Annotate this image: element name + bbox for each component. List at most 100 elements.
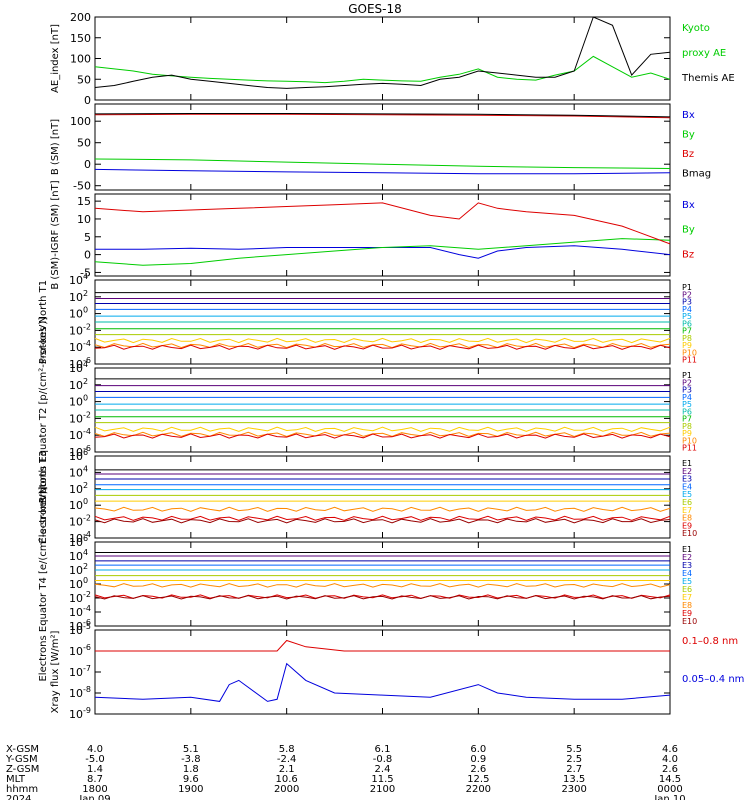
x-axis-cell: 10.6	[276, 774, 298, 785]
y-tick-exponent: -2	[83, 322, 91, 331]
y-tick-label: 10	[77, 213, 91, 226]
y-tick-label: 50	[77, 137, 91, 150]
legend-item: E10	[682, 617, 697, 626]
legend-item: Bx	[682, 110, 695, 121]
legend-item: E8	[682, 514, 692, 523]
legend-item: E9	[682, 609, 692, 618]
y-tick-exponent: -7	[83, 664, 91, 673]
panel-frame	[94, 455, 671, 539]
y-tick-label: 10	[69, 592, 83, 605]
y-tick-label: 10	[69, 308, 83, 321]
x-axis-table: X-GSMY-GSMZ-GSMMLThhmm20244.0-5.01.48.71…	[5, 744, 686, 800]
x-axis-cell: 8.7	[87, 774, 103, 785]
legend-item: E6	[682, 585, 692, 594]
y-tick-label: 50	[77, 73, 91, 86]
y-tick-exponent: -4	[83, 530, 91, 539]
panel-1: 0 50 100 150 200 AE_index [nT] Kyoto proxy AE Th…	[50, 11, 735, 107]
x-axis-cell: 1.4	[87, 764, 103, 775]
y-tick-label: 100	[70, 53, 91, 66]
x-axis-cell: -0.8	[373, 754, 393, 765]
legend-item: 0.05–0.4 nm	[682, 674, 744, 685]
legend-item: P4	[682, 305, 692, 314]
y-tick-label: 10	[69, 274, 83, 287]
channel-line	[94, 342, 671, 349]
series-0-1-0-8-nm	[95, 639, 670, 652]
x-axis-row-label: MLT	[6, 774, 26, 785]
y-tick-label: 0	[84, 94, 91, 107]
x-axis-cell: 5.5	[566, 744, 582, 755]
x-axis-cell: 0000	[657, 784, 682, 795]
x-axis-cell: -3.8	[181, 754, 201, 765]
y-tick-exponent: 4	[83, 548, 88, 557]
y-tick-label: 10	[69, 578, 83, 591]
y-tick-label: 10	[69, 536, 83, 549]
x-axis-cell: 2300	[561, 784, 586, 795]
y-tick-label: -5	[80, 266, 91, 279]
y-tick-exponent: 6	[83, 448, 88, 457]
y-tick-exponent: -2	[83, 410, 91, 419]
y-tick-label: 10	[69, 483, 83, 496]
legend-item: E1	[682, 459, 692, 468]
x-axis-cell: 4.0	[87, 744, 103, 755]
legend-item: P10	[682, 348, 697, 357]
x-axis-cell: 2100	[370, 784, 395, 795]
y-tick-label: 0	[84, 249, 91, 262]
y-tick-label: 5	[84, 231, 91, 244]
y-tick-exponent: -9	[83, 706, 91, 715]
y-axis-label: B (SM) [nT]	[50, 119, 61, 175]
legend-item: E2	[682, 553, 692, 562]
legend-item: P5	[682, 312, 692, 321]
series-by	[94, 238, 671, 266]
y-tick-exponent: 2	[83, 481, 88, 490]
x-axis-cell: -2.4	[277, 754, 297, 765]
x-axis-row-label: 2024	[6, 794, 31, 800]
x-axis-cell: 1.8	[183, 764, 199, 775]
legend-item: P8	[682, 334, 692, 343]
legend-item: P1	[682, 371, 692, 380]
x-axis-cell: 5.1	[183, 744, 199, 755]
y-axis-label: AE_index [nT]	[50, 24, 61, 93]
x-axis-cell: 5.8	[279, 744, 295, 755]
y-tick-exponent: 4	[83, 464, 88, 473]
y-tick-label: 10	[69, 624, 83, 637]
y-tick-exponent: -4	[83, 339, 91, 348]
x-axis-cell: 13.5	[563, 774, 585, 785]
y-tick-label: 10	[69, 466, 83, 479]
legend-item: P3	[682, 298, 692, 307]
x-axis-cell: 2.4	[375, 764, 391, 775]
x-axis-cell: 4.0	[662, 754, 678, 765]
legend-item: E9	[682, 521, 692, 530]
legend-item: E7	[682, 506, 692, 515]
legend-item: E4	[682, 569, 692, 578]
x-axis-cell: 2.5	[566, 754, 582, 765]
y-tick-label: -50	[73, 180, 91, 193]
y-tick-label: 10	[69, 666, 83, 679]
legend-item: P1	[682, 283, 692, 292]
y-tick-label: 10	[69, 550, 83, 563]
legend-item: E2	[682, 467, 692, 476]
y-tick-label: 0	[84, 158, 91, 171]
legend-item: E8	[682, 601, 692, 610]
y-tick-exponent: 2	[83, 289, 88, 298]
y-tick-exponent: -2	[83, 514, 91, 523]
y-tick-label: 10	[69, 412, 83, 425]
y-tick-label: 10	[69, 499, 83, 512]
y-tick-exponent: -5	[83, 622, 91, 631]
y-tick-label: 10	[69, 291, 83, 304]
y-tick-label: 200	[70, 11, 91, 24]
channel-line	[94, 594, 671, 599]
panel-frame	[94, 629, 671, 715]
legend-item: P11	[682, 444, 697, 453]
legend-item: P9	[682, 429, 692, 438]
legend-item: E6	[682, 498, 692, 507]
y-tick-label: 100	[70, 115, 91, 128]
series-by	[94, 158, 671, 169]
legend-item: E10	[682, 529, 697, 538]
y-tick-label: 10	[69, 708, 83, 721]
y-tick-exponent: -8	[83, 685, 91, 694]
x-axis-cell: Jan 09	[78, 794, 110, 800]
legend-item: P4	[682, 393, 692, 402]
x-axis-row-label: hhmm	[6, 784, 38, 795]
